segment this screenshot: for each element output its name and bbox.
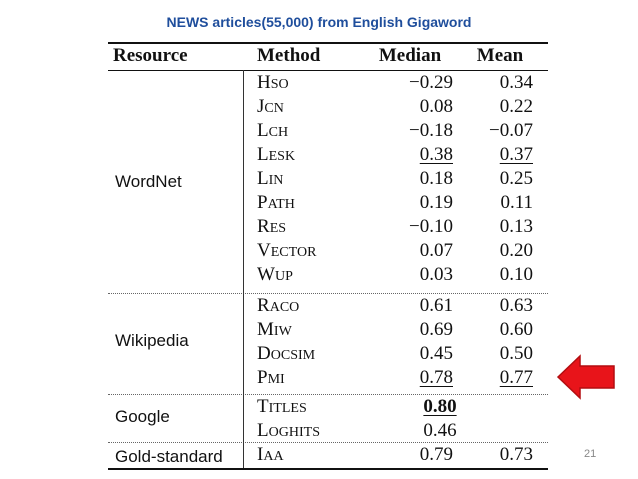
method-cell: MIW xyxy=(257,319,292,340)
group-divider-gold xyxy=(108,442,548,443)
header-resource: Resource xyxy=(113,45,188,66)
method-cell: RACO xyxy=(257,295,300,316)
median-cell: 0.03 xyxy=(419,264,453,285)
red-arrow-left-icon xyxy=(556,354,615,400)
resource-wikipedia: Wikipedia xyxy=(115,331,189,350)
median-cell: 0.08 xyxy=(419,96,453,117)
mean-cell: 0.13 xyxy=(499,216,533,237)
median-cell: −0.10 xyxy=(409,216,453,237)
median-cell: 0.19 xyxy=(419,192,453,213)
mean-cell: 0.37 xyxy=(499,144,533,165)
mean-cell: 0.50 xyxy=(499,343,533,364)
median-cell: 0.07 xyxy=(419,240,453,261)
group-divider-google xyxy=(108,394,548,395)
method-cell: PMI xyxy=(257,367,285,388)
header-median: Median xyxy=(378,45,442,66)
mean-cell: 0.73 xyxy=(499,444,533,465)
method-cell: LESK xyxy=(257,144,296,165)
median-cell: 0.38 xyxy=(419,144,453,165)
column-separator xyxy=(243,70,244,468)
method-cell: VECTOR xyxy=(257,240,317,261)
median-cell: −0.18 xyxy=(409,120,453,141)
method-cell: LIN xyxy=(257,168,284,189)
resource-wordnet: WordNet xyxy=(115,172,182,191)
median-cell: 0.79 xyxy=(419,444,453,465)
mean-cell: 0.22 xyxy=(499,96,533,117)
method-cell: HSO xyxy=(257,72,289,93)
mean-cell: 0.63 xyxy=(499,295,533,316)
median-cell: 0.61 xyxy=(419,295,453,316)
median-cell: 0.45 xyxy=(419,343,453,364)
page-number: 21 xyxy=(584,448,597,460)
median-cell: 0.78 xyxy=(419,367,453,388)
top-rule xyxy=(108,42,548,44)
header-mean: Mean xyxy=(476,45,524,66)
method-cell: WUP xyxy=(257,264,293,285)
median-cell: −0.29 xyxy=(409,72,453,93)
bottom-rule xyxy=(108,468,548,470)
mean-cell: 0.60 xyxy=(499,319,533,340)
mean-cell: 0.10 xyxy=(499,264,533,285)
method-cell: JCN xyxy=(257,96,284,117)
mean-cell: 0.11 xyxy=(500,192,533,213)
mean-cell: 0.34 xyxy=(499,72,533,93)
resource-google: Google xyxy=(115,407,170,426)
method-cell: TITLES xyxy=(257,396,307,417)
header-rule xyxy=(108,70,548,71)
mean-cell: 0.20 xyxy=(499,240,533,261)
median-cell: 0.80 xyxy=(423,396,457,417)
method-cell: LOGHITS xyxy=(257,420,321,441)
method-cell: IAA xyxy=(257,444,284,465)
resource-gold-standard: Gold-standard xyxy=(115,447,223,466)
median-cell: 0.46 xyxy=(423,420,457,441)
method-cell: DOCSIM xyxy=(257,343,316,364)
mean-cell: 0.77 xyxy=(499,367,533,388)
header-method: Method xyxy=(257,45,321,66)
slide-title: NEWS articles(55,000) from English Gigaw… xyxy=(166,14,472,30)
median-cell: 0.18 xyxy=(419,168,453,189)
method-cell: PATH xyxy=(257,192,295,213)
method-cell: RES xyxy=(257,216,287,237)
mean-cell: 0.25 xyxy=(499,168,533,189)
method-cell: LCH xyxy=(257,120,289,141)
mean-cell: −0.07 xyxy=(489,120,533,141)
median-cell: 0.69 xyxy=(419,319,453,340)
group-divider-wikipedia xyxy=(108,293,548,294)
